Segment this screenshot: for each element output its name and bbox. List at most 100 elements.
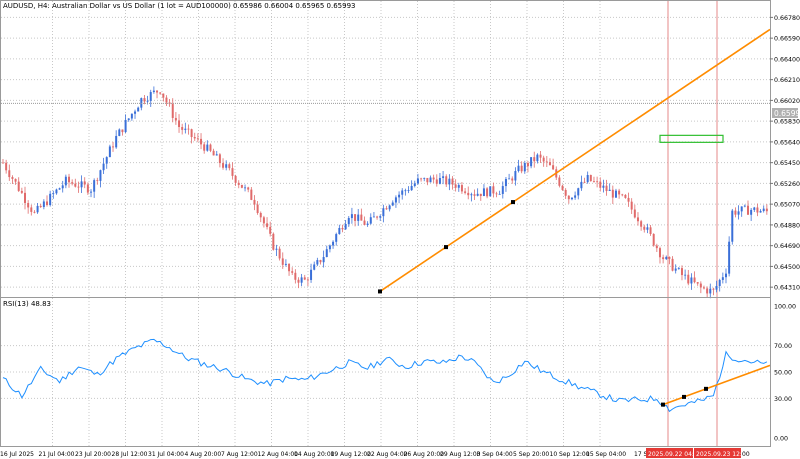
candle-body [310, 269, 313, 280]
trendline-anchor[interactable] [378, 289, 382, 294]
rsi-trendline[interactable] [661, 364, 771, 407]
candle-body [357, 214, 360, 221]
candle-body [731, 210, 734, 242]
trendline-anchor[interactable] [444, 245, 448, 250]
candle-body [567, 195, 570, 200]
candle-body [46, 201, 49, 206]
candle-body [394, 197, 397, 203]
candle-body [404, 190, 407, 192]
rsi-tick-label: 0.00 [774, 436, 788, 443]
candle-body [93, 180, 96, 192]
candle-body [332, 241, 335, 246]
rsi-trendline-anchor[interactable] [661, 402, 665, 407]
candle-body [457, 185, 460, 188]
price-tick-label: 0.66780 [774, 15, 800, 22]
candle-body [112, 146, 115, 148]
support-zone-rect[interactable] [659, 134, 724, 143]
candle-body [416, 178, 419, 184]
candle-body [127, 118, 130, 120]
candle-body [671, 258, 674, 271]
rsi-tick-label: 70.00 [774, 343, 792, 350]
candle-body [294, 272, 297, 280]
candle-body [699, 283, 702, 288]
candle-body [715, 286, 718, 290]
time-tick-label: 12 Aug 04:00 [258, 451, 299, 458]
price-trendline[interactable] [378, 28, 771, 294]
candle-body [655, 245, 658, 249]
candle-body [240, 184, 243, 188]
candle-body [649, 227, 652, 234]
time-markers [667, 1, 718, 446]
candle-body [284, 263, 287, 265]
support-zone[interactable] [659, 134, 724, 143]
candle-body [360, 214, 363, 221]
candle-body [281, 258, 284, 265]
candle-body [640, 221, 643, 227]
price-candles [1, 86, 770, 299]
candle-body [250, 189, 253, 200]
candle-body [435, 179, 438, 184]
candle-body [193, 137, 196, 139]
candle-body [398, 194, 401, 198]
candle-body [190, 129, 193, 138]
candle-body [385, 208, 388, 210]
candle-body [583, 181, 586, 183]
rsi-grid [1, 298, 770, 446]
candle-body [247, 187, 250, 190]
rsi-trendline-anchor[interactable] [704, 386, 708, 391]
candle-body [215, 154, 218, 156]
candle-body [618, 190, 621, 195]
price-tick-label: 0.65450 [774, 160, 800, 167]
candle-body [709, 288, 712, 294]
candle-body [454, 184, 457, 188]
candle-body [209, 144, 212, 151]
candle-body [662, 257, 665, 260]
trendline-anchor[interactable] [511, 200, 515, 205]
candle-body [86, 184, 89, 193]
candle-body [658, 248, 661, 258]
candle-body [674, 268, 677, 271]
candle-body [680, 268, 683, 276]
rsi-trendline-anchor[interactable] [682, 394, 686, 399]
candle-body [36, 205, 39, 213]
price-axis: 0.66970 0.66780 0.66590 0.66400 0.66210 0.660… [770, 0, 800, 292]
time-tick-label: 00 [742, 451, 750, 458]
candle-body [539, 154, 542, 158]
candle-body [514, 171, 517, 181]
candle-body [690, 277, 693, 284]
candle-body [391, 202, 394, 206]
time-tick-label: 3 Sep 04:00 [477, 451, 513, 458]
candle-body [520, 165, 523, 172]
candle-body [275, 248, 278, 250]
rsi-trendline-segment[interactable] [662, 364, 771, 406]
candle-body [724, 273, 727, 278]
candle-body [253, 199, 256, 205]
candle-body [77, 186, 80, 188]
candle-body [5, 162, 8, 171]
candle-body [423, 177, 426, 179]
candle-body [171, 104, 174, 118]
candle-body [558, 177, 561, 186]
candle-body [552, 165, 555, 170]
candle-body [734, 210, 737, 215]
time-tick-label: 19 Aug 12:00 [331, 451, 372, 458]
candle-body [633, 209, 636, 218]
candle-body [596, 181, 599, 183]
price-tick-label: 0.66210 [774, 77, 800, 84]
candle-body [200, 138, 203, 145]
candle-body [181, 127, 184, 130]
candle-body [2, 162, 4, 164]
candle-body [269, 226, 272, 234]
candle-body [586, 175, 589, 183]
candle-body [530, 157, 533, 167]
candle-body [212, 150, 215, 156]
candle-body [448, 178, 451, 185]
candle-body [501, 186, 504, 194]
time-tick-label: 15 Sep 04:00 [586, 451, 626, 458]
candle-body [162, 93, 165, 98]
candle-body [432, 177, 435, 180]
candle-body [420, 178, 423, 180]
candle-body [313, 264, 316, 270]
candle-body [102, 163, 105, 171]
